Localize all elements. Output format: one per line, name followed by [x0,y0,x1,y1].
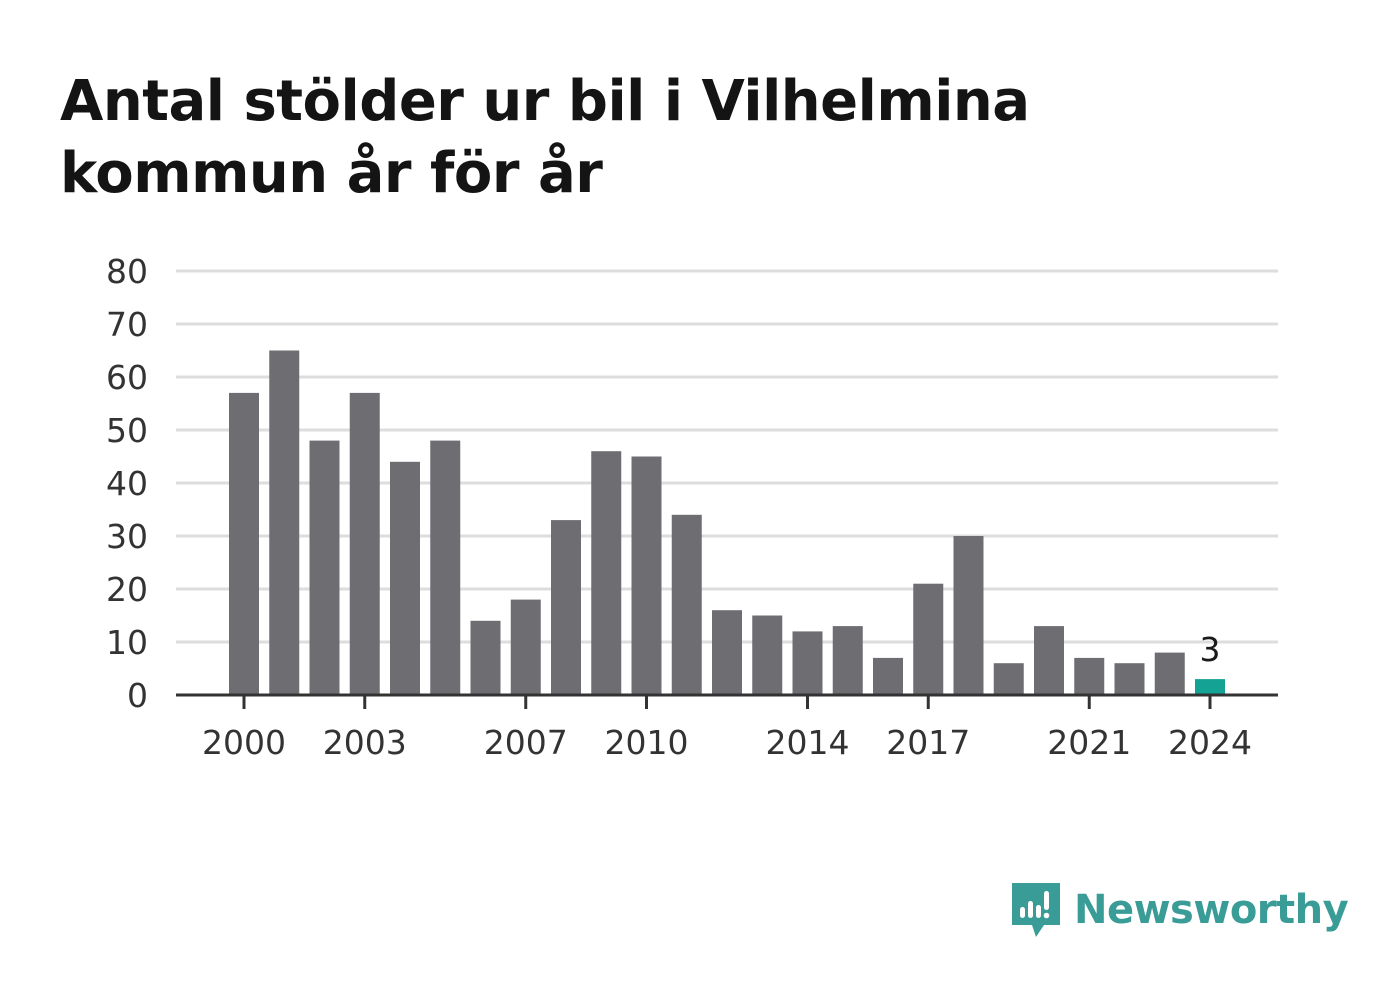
x-tick-label: 2014 [766,723,850,762]
bar [671,514,702,695]
bar [390,461,420,695]
brand-name: Newsworthy [1074,887,1349,933]
bar [229,392,259,695]
y-tick-label: 40 [106,464,148,503]
bar [631,456,662,695]
bar [1114,663,1145,695]
x-tick-label: 2024 [1168,723,1252,762]
bar [873,657,903,695]
y-tick-label: 30 [106,517,148,556]
bar [953,536,984,695]
bar [752,615,783,695]
bar [349,392,380,695]
y-tick-label: 80 [106,252,148,291]
bars [229,350,1225,695]
x-tick-label: 2010 [605,723,689,762]
bar [309,440,340,695]
y-tick-label: 20 [106,570,148,609]
bar [510,599,541,695]
newsworthy-logo-icon [1012,883,1060,937]
bar [551,520,581,695]
bar [913,583,944,695]
bar [712,610,742,695]
bar [1154,652,1185,695]
y-tick-label: 60 [106,358,148,397]
bar [430,440,461,695]
x-tick-label: 2021 [1047,723,1131,762]
bar [470,620,501,695]
bar [1034,626,1064,695]
x-tick-label: 2007 [484,723,568,762]
x-tick-label: 2003 [323,723,407,762]
bar [591,451,622,695]
chart-title: Antal stölder ur bil i Vilhelmina kommun… [60,69,1030,206]
y-tick-label: 70 [106,305,148,344]
x-tick-label: 2017 [886,723,970,762]
bar [832,626,863,695]
bar [792,631,823,695]
bar [269,350,300,695]
bar-highlight [1195,679,1225,695]
y-tick-label: 10 [106,623,148,662]
y-axis-ticks: 0 10 20 30 40 50 60 70 80 [106,252,148,715]
grid-lines [176,269,1278,644]
bar [993,663,1024,695]
y-tick-label: 0 [127,676,148,715]
bar [1074,657,1105,695]
x-tick-label: 2000 [202,723,286,762]
x-axis-ticks: 2000 2003 2007 2010 2014 2017 2021 2024 [202,695,1252,762]
data-label: 3 [1200,630,1221,669]
y-tick-label: 50 [106,411,148,450]
data-labels: 3 [1200,630,1221,669]
newsworthy-logo: Newsworthy [1010,878,1349,942]
